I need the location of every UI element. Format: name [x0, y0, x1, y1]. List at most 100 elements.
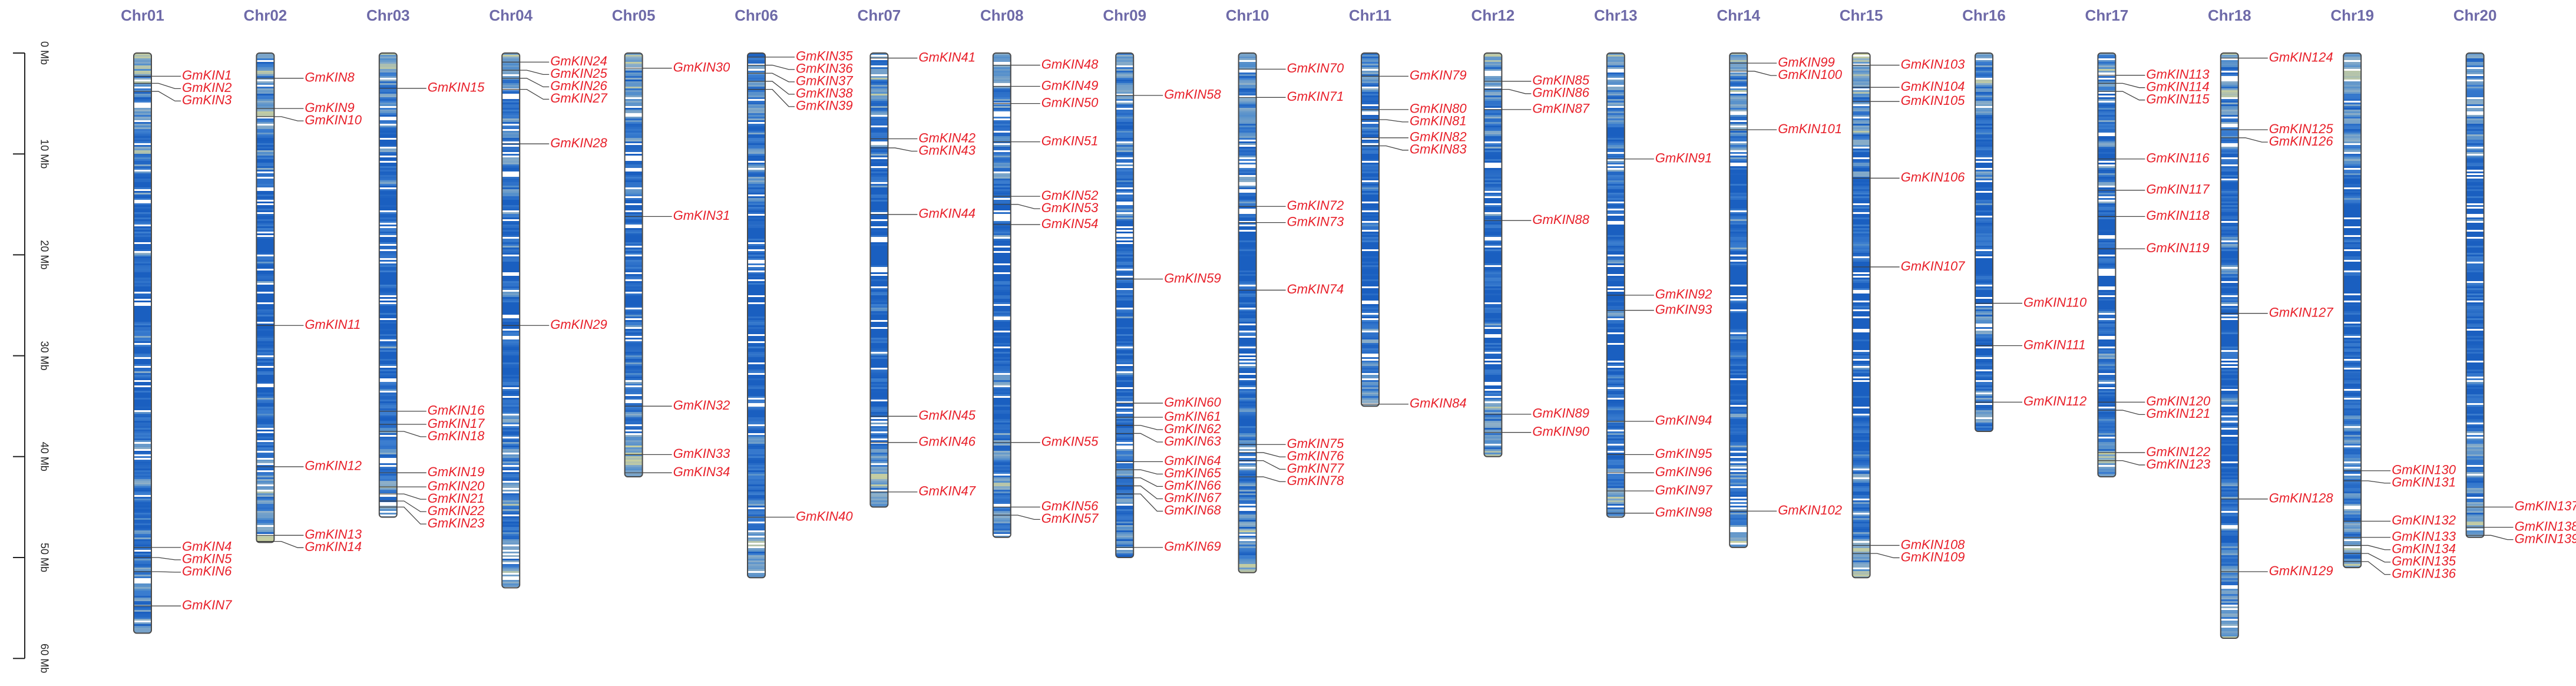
gene-leader-line [2361, 553, 2391, 563]
chromosome-chr06: Chr06 GmKIN35GmKIN36GmKIN37GmKIN38GmKIN39… [735, 6, 853, 579]
gene-marker: GmKIN90 [1484, 424, 1590, 439]
chromosome-outline [747, 52, 766, 579]
gene-leader-line [1133, 477, 1163, 487]
chromosome-outline [1606, 52, 1625, 518]
gene-label: GmKIN53 [1041, 200, 1099, 215]
gene-marker: GmKIN55 [993, 434, 1099, 449]
gene-marker: GmKIN93 [1606, 302, 1712, 316]
chromosome-body [2343, 53, 2362, 568]
chromosome-body [1606, 53, 1625, 517]
gene-leader-line [2361, 545, 2391, 550]
gene-leader-line [1379, 119, 1408, 123]
gene-label: GmKIN97 [1655, 483, 1712, 497]
gene-label: GmKIN102 [1778, 503, 1842, 517]
gene-label: GmKIN90 [1532, 424, 1589, 439]
gene-label: GmKIN88 [1532, 212, 1589, 227]
gene-marker: GmKIN129 [2220, 563, 2333, 578]
gene-marker: GmKIN119 [2098, 240, 2210, 255]
gene-label: GmKIN122 [2146, 444, 2210, 459]
gene-leader-line [1133, 469, 1163, 475]
gene-label: GmKIN67 [1164, 490, 1221, 505]
gene-marker: GmKIN132 [2343, 513, 2456, 527]
gene-marker: GmKIN98 [1606, 504, 1712, 519]
gene-label: GmKIN138 [2515, 519, 2576, 533]
gene-label: GmKIN114 [2146, 79, 2209, 94]
gene-marker: GmKIN97 [1606, 483, 1712, 497]
gene-label: GmKIN5 [182, 552, 232, 566]
gene-leader-line [274, 540, 304, 548]
chromosome-outline [2465, 52, 2485, 538]
gene-marker: GmKIN130 [2343, 463, 2456, 477]
gene-label: GmKIN58 [1164, 87, 1221, 102]
chromosome-title: Chr01 [121, 6, 164, 24]
gene-marker: GmKIN118 [2098, 208, 2210, 223]
gene-marker: GmKIN1 [134, 68, 232, 83]
gene-marker: GmKIN125 [2220, 121, 2334, 136]
gene-label: GmKIN44 [918, 206, 975, 221]
chromosome-chr09: Chr09 GmKIN58 GmKIN59 GmKIN60GmKIN61GmKIN62… [1103, 6, 1222, 558]
gene-label: GmKIN139 [2515, 531, 2576, 546]
gene-label: GmKIN55 [1041, 434, 1099, 449]
gene-label: GmKIN107 [1901, 259, 1966, 273]
gene-label: GmKIN72 [1287, 198, 1344, 213]
gene-label: GmKIN25 [550, 66, 607, 81]
gene-marker: GmKIN43 [870, 143, 976, 157]
gene-marker: GmKIN106 [1852, 170, 1965, 184]
gene-marker: GmKIN51 [993, 133, 1098, 148]
gene-label: GmKIN85 [1532, 73, 1589, 88]
gene-label: GmKIN77 [1287, 461, 1344, 476]
gene-leader-line [151, 91, 181, 102]
chromosome-outline [378, 52, 398, 518]
gene-label: GmKIN75 [1287, 436, 1344, 451]
gene-marker: GmKIN78 [1238, 473, 1344, 488]
gene-leader-line [765, 72, 795, 83]
chromosome-body [1730, 53, 1748, 548]
chromosome-title: Chr02 [244, 6, 287, 24]
gene-marker: GmKIN136 [2343, 561, 2456, 581]
gene-label: GmKIN110 [2023, 295, 2087, 309]
gene-marker: GmKIN83 [1361, 142, 1467, 157]
gene-label: GmKIN101 [1778, 121, 1842, 136]
gene-marker: GmKIN95 [1606, 446, 1712, 461]
gene-marker: GmKIN86 [1484, 85, 1590, 100]
gene-marker: GmKIN20 [379, 479, 485, 493]
chromosome-title: Chr12 [1471, 6, 1515, 24]
chromosome-title: Chr17 [2085, 6, 2129, 24]
gene-label: GmKIN121 [2146, 406, 2210, 421]
gene-label: GmKIN137 [2515, 499, 2576, 513]
gene-marker: GmKIN60 [1116, 395, 1222, 410]
scale-tick-label: 40 Mb [38, 442, 50, 471]
gene-label: GmKIN113 [2146, 67, 2210, 81]
chromosome-title: Chr07 [858, 6, 901, 24]
gene-leader-line [2361, 561, 2391, 575]
gene-marker: GmKIN134 [2343, 542, 2456, 556]
gene-label: GmKIN33 [673, 446, 730, 461]
chromosome-outline [1975, 52, 1993, 432]
gene-marker: GmKIN85 [1484, 73, 1590, 88]
scale-tick-label: 10 Mb [38, 139, 50, 169]
gene-leader-line [2115, 91, 2145, 101]
chromosome-outline [1729, 52, 1748, 548]
gene-label: GmKIN50 [1041, 95, 1099, 110]
gene-marker: GmKIN11 [256, 317, 361, 332]
gene-marker: GmKIN137 [2466, 499, 2576, 513]
gene-label: GmKIN1 [182, 68, 232, 83]
gene-marker: GmKIN12 [256, 459, 362, 473]
gene-leader-line [274, 116, 304, 121]
gene-label: GmKIN3 [182, 93, 232, 107]
gene-marker: GmKIN8 [256, 70, 355, 85]
gene-marker: GmKIN7 [134, 598, 232, 612]
gene-label: GmKIN111 [2023, 337, 2086, 352]
gene-label: GmKIN39 [796, 98, 853, 113]
gene-leader-line [1010, 204, 1040, 209]
gene-label: GmKIN125 [2269, 121, 2334, 136]
chromosome-body [993, 53, 1011, 537]
scale-tick-label: 20 Mb [38, 240, 50, 269]
gene-label: GmKIN17 [428, 416, 485, 431]
gene-marker: GmKIN23 [379, 506, 485, 530]
